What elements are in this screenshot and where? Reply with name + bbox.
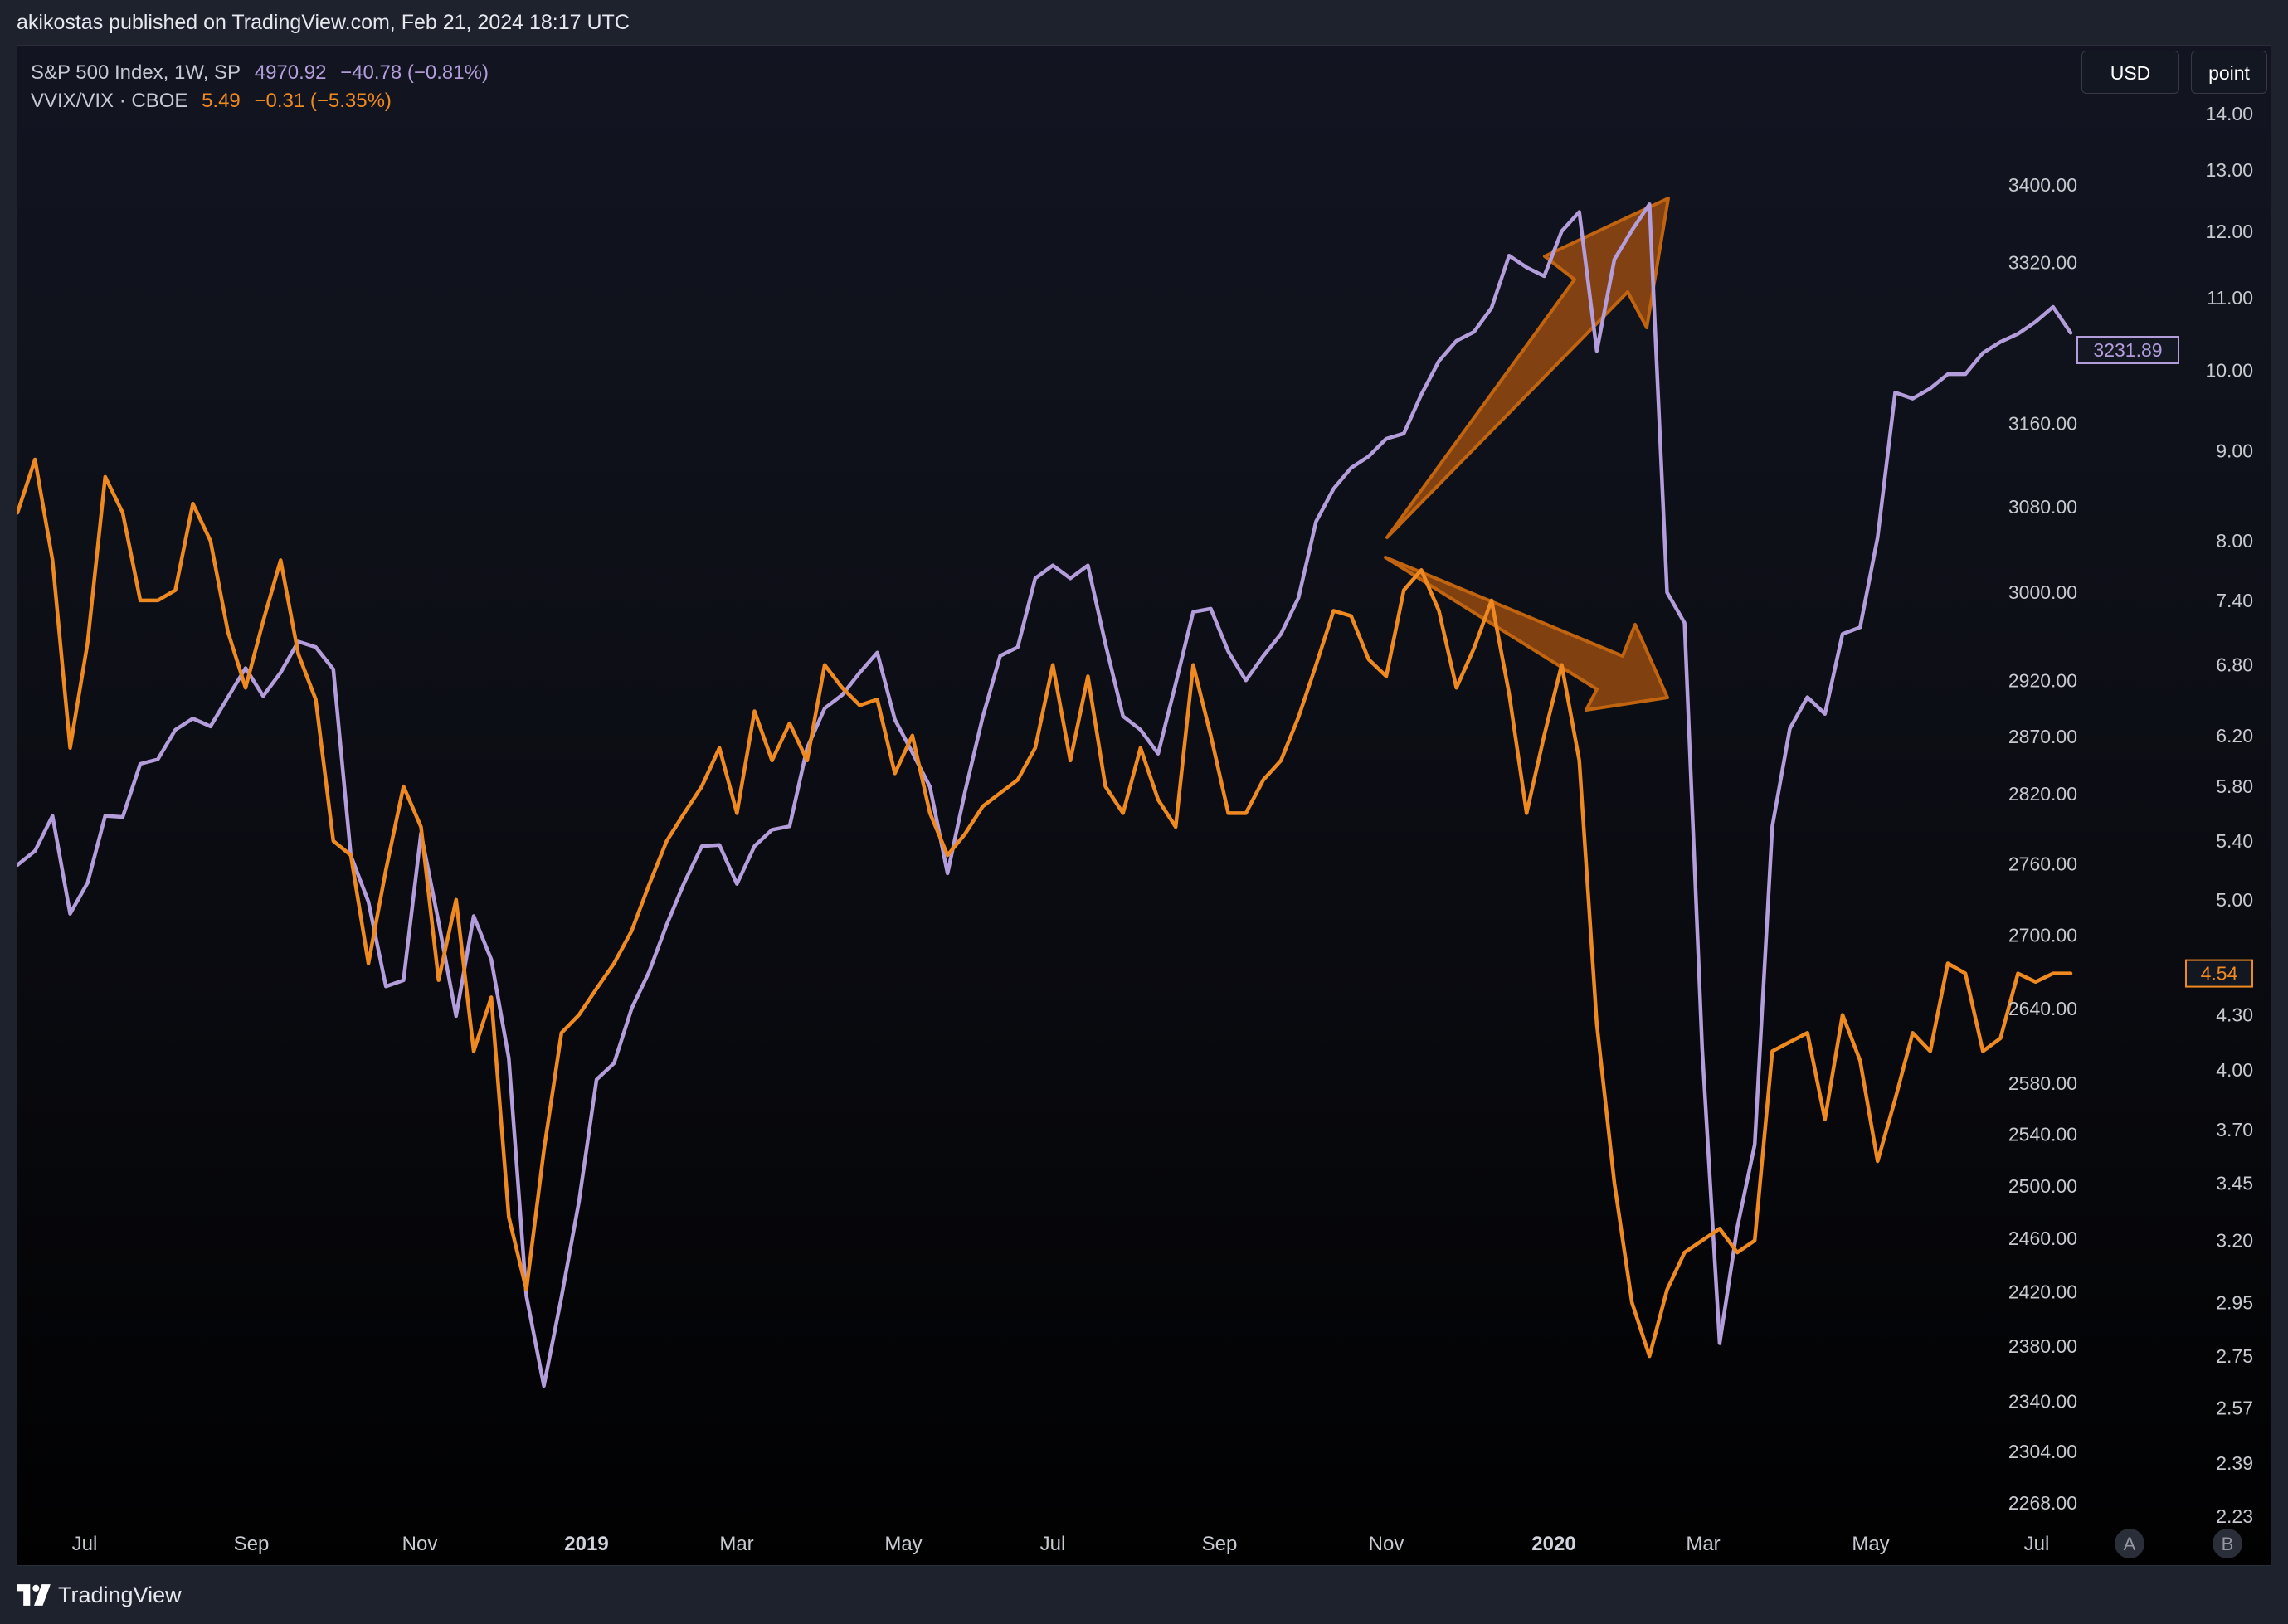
sp500-line[interactable] bbox=[17, 202, 2073, 1388]
chart-legend: S&P 500 Index, 1W, SP 4970.92 −40.78 (−0… bbox=[31, 59, 497, 115]
time-axis-label: Jul bbox=[1040, 1533, 1066, 1555]
vvix-axis-tick: 5.80 bbox=[2216, 776, 2253, 797]
vvix-axis-tick: 14.00 bbox=[2205, 103, 2253, 124]
vvix-axis-tick: 5.00 bbox=[2216, 889, 2253, 911]
sp500-axis-tick: 2920.00 bbox=[2008, 669, 2077, 691]
sp500-axis-tick: 3320.00 bbox=[2008, 251, 2077, 273]
vvix-axis-tick: 4.30 bbox=[2216, 1004, 2253, 1026]
vvix-axis-tick: 3.20 bbox=[2216, 1230, 2253, 1252]
sp500-axis-tick: 2870.00 bbox=[2008, 726, 2077, 747]
footer-brand[interactable]: TradingView bbox=[0, 1566, 2288, 1624]
vvix-axis-tick: 3.45 bbox=[2216, 1172, 2253, 1194]
vvix-last-value-label: 4.54 bbox=[2201, 963, 2238, 985]
published-attribution: akikostas published on TradingView.com, … bbox=[17, 11, 630, 34]
chart-panel[interactable]: 3400.00 3320.00 3160.00 3080.00 3000.00 2920.… bbox=[17, 45, 2271, 1566]
legend-vvix-change: −0.31 (−5.35%) bbox=[254, 90, 392, 112]
time-axis-label: May bbox=[884, 1533, 922, 1555]
annotation-arrow-up[interactable] bbox=[1385, 197, 1670, 539]
legend-vvix[interactable]: VVIX/VIX · CBOE 5.49 −0.31 (−5.35%) bbox=[31, 87, 497, 115]
sp500-axis-tick: 2420.00 bbox=[2008, 1281, 2077, 1302]
scale-a-button[interactable] bbox=[2115, 1529, 2144, 1558]
sp500-axis-tick: 2820.00 bbox=[2008, 783, 2077, 805]
time-axis-label: Mar bbox=[1686, 1533, 1720, 1555]
sp500-axis-tick: 2460.00 bbox=[2008, 1228, 2077, 1249]
sp500-axis-tick: 2304.00 bbox=[2008, 1441, 2077, 1462]
legend-vvix-name: VVIX/VIX · CBOE bbox=[31, 90, 188, 112]
vvix-axis-tick: 4.00 bbox=[2216, 1059, 2253, 1081]
vvix-axis-tick: 2.57 bbox=[2216, 1397, 2253, 1418]
sp500-axis-tick: 2760.00 bbox=[2008, 853, 2077, 874]
tradingview-logo-icon bbox=[17, 1584, 51, 1606]
vvix-axis-tick: 12.00 bbox=[2205, 221, 2253, 242]
vvix-axis-tick: 7.40 bbox=[2216, 590, 2253, 611]
vvix-axis-tick: 11.00 bbox=[2207, 287, 2253, 309]
vvix-last-value-badge bbox=[2185, 959, 2253, 988]
footer-brand-name: TradingView bbox=[58, 1582, 182, 1607]
sp500-axis-tick: 3000.00 bbox=[2008, 581, 2077, 603]
vvix-axis-tick: 5.40 bbox=[2216, 830, 2253, 852]
sp500-axis-tick: 3080.00 bbox=[2008, 496, 2077, 518]
legend-sp500-change: −40.78 (−0.81%) bbox=[340, 61, 489, 84]
sp500-axis-tick: 2640.00 bbox=[2008, 998, 2077, 1019]
time-axis-label: Sep bbox=[1202, 1533, 1238, 1555]
annotation-arrow-down[interactable] bbox=[1384, 556, 1669, 712]
scale-b-icon: B bbox=[2222, 1534, 2234, 1554]
legend-vvix-value: 5.49 bbox=[202, 90, 241, 112]
vvix-axis-tick: 2.23 bbox=[2216, 1505, 2253, 1527]
chart-canvas[interactable]: 3400.00 3320.00 3160.00 3080.00 3000.00 2920.… bbox=[17, 46, 2271, 1566]
sp500-axis-tick: 3400.00 bbox=[2008, 174, 2077, 196]
vvix-axis-tick: 10.00 bbox=[2205, 360, 2253, 382]
sp500-last-value-badge bbox=[2076, 336, 2179, 365]
time-axis-label: Nov bbox=[402, 1533, 438, 1555]
vvix-axis-tick: 3.70 bbox=[2216, 1119, 2253, 1140]
sp500-axis-tick: 2380.00 bbox=[2008, 1335, 2077, 1357]
scale-a-icon: A bbox=[2124, 1534, 2136, 1554]
legend-sp500-value: 4970.92 bbox=[254, 61, 327, 84]
time-axis-label: 2019 bbox=[564, 1533, 608, 1555]
vvix-vix-line[interactable] bbox=[17, 457, 2073, 1359]
sp500-last-value-label: 3231.89 bbox=[2093, 339, 2162, 361]
time-axis-label: May bbox=[1852, 1533, 1889, 1555]
currency-button[interactable]: USD bbox=[2081, 51, 2179, 94]
sp500-axis-tick: 2580.00 bbox=[2008, 1072, 2077, 1094]
time-axis-label: Nov bbox=[1369, 1533, 1404, 1555]
time-axis-label: Mar bbox=[719, 1533, 753, 1555]
sp500-axis-tick: 2540.00 bbox=[2008, 1123, 2077, 1145]
sp500-axis-tick: 2700.00 bbox=[2008, 925, 2077, 946]
vvix-axis-tick: 6.20 bbox=[2216, 725, 2253, 746]
sp500-axis-tick: 2268.00 bbox=[2008, 1492, 2077, 1514]
time-axis-label: Sep bbox=[234, 1533, 270, 1555]
vvix-axis-tick: 13.00 bbox=[2205, 159, 2253, 181]
sp500-axis-tick: 2340.00 bbox=[2008, 1390, 2077, 1412]
sp500-axis-tick: 3160.00 bbox=[2008, 412, 2077, 434]
time-axis-label: Jul bbox=[72, 1533, 98, 1555]
sp500-axis-tick: 2500.00 bbox=[2008, 1175, 2077, 1197]
vvix-axis-tick: 9.00 bbox=[2216, 440, 2253, 462]
vvix-axis-tick: 8.00 bbox=[2216, 530, 2253, 552]
vvix-axis-tick: 2.39 bbox=[2216, 1452, 2253, 1474]
vvix-axis-tick: 6.80 bbox=[2216, 654, 2253, 676]
time-axis-label: Jul bbox=[2024, 1533, 2050, 1555]
vvix-axis-tick: 2.95 bbox=[2216, 1291, 2253, 1313]
legend-sp500-name: S&P 500 Index, 1W, SP bbox=[31, 61, 241, 84]
time-axis-label: 2020 bbox=[1531, 1533, 1575, 1555]
vvix-axis-tick: 2.75 bbox=[2216, 1345, 2253, 1367]
scale-b-button[interactable] bbox=[2213, 1529, 2242, 1558]
legend-sp500[interactable]: S&P 500 Index, 1W, SP 4970.92 −40.78 (−0… bbox=[31, 59, 497, 87]
unit-button[interactable]: point bbox=[2191, 51, 2267, 94]
